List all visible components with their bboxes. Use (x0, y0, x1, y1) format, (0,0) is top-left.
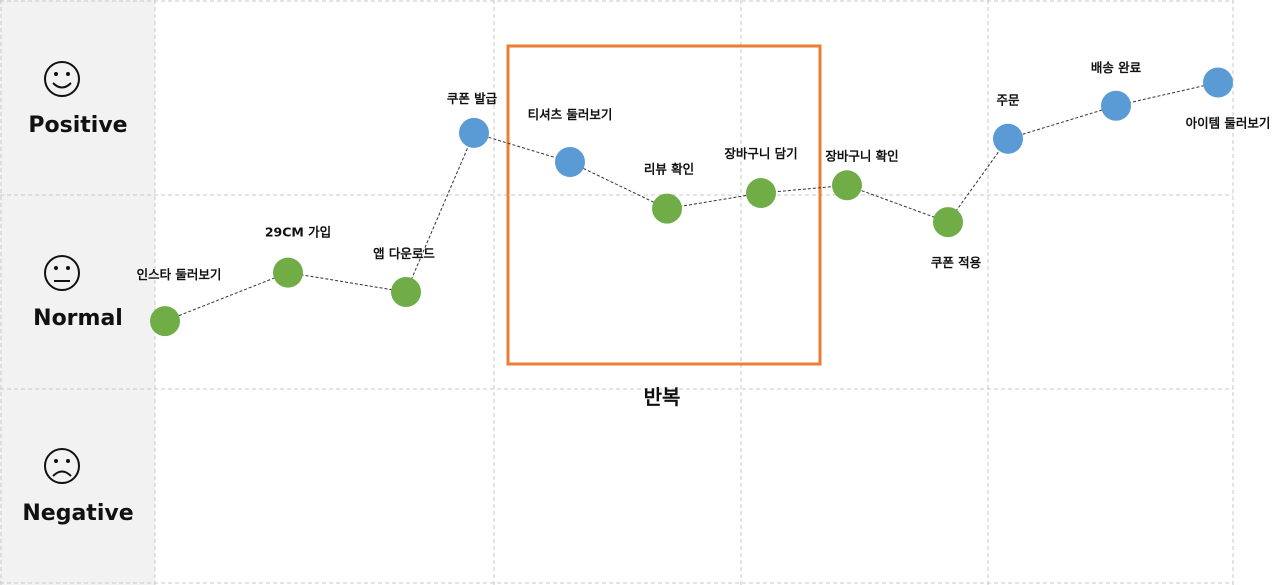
journey-connector-line (164, 81, 1219, 322)
step-label: 티셔츠 둘러보기 (528, 107, 613, 122)
step-label: 리뷰 확인 (644, 162, 694, 177)
step-label: 장바구니 담기 (724, 146, 797, 161)
step-label: 29CM 가입 (265, 225, 331, 240)
grid (0, 0, 1234, 585)
step-label: 배송 완료 (1091, 60, 1142, 75)
row-label-negative: Negative (22, 501, 133, 526)
step-dot (459, 117, 489, 148)
step-label: 앱 다운로드 (373, 246, 435, 261)
neutral-face-icon (44, 255, 80, 291)
emotion-label-column (0, 0, 155, 585)
step-label: 주문 (996, 93, 1020, 108)
journey-path (164, 81, 1219, 322)
sad-face-icon (44, 448, 80, 484)
step-dot (273, 257, 303, 288)
step-dot (652, 193, 682, 224)
step-dot (993, 123, 1023, 154)
happy-face-icon (44, 61, 80, 97)
step-label: 쿠폰 적용 (931, 255, 982, 270)
row-label-normal: Normal (33, 306, 123, 331)
step-dot (150, 306, 180, 337)
step-dot (933, 207, 963, 238)
step-dot (391, 277, 421, 307)
step-dot (1101, 90, 1131, 121)
step-dot (1203, 67, 1233, 98)
row-label-positive: Positive (28, 113, 127, 138)
step-dot (555, 147, 585, 178)
step-dot (746, 178, 776, 209)
loop-label: 반복 (644, 385, 681, 409)
step-label: 장바구니 확인 (825, 148, 898, 163)
step-label: 쿠폰 발급 (447, 91, 498, 106)
step-label: 인스타 둘러보기 (137, 267, 222, 282)
loop-box (506, 44, 822, 366)
step-dot (832, 170, 862, 201)
step-label: 아이템 둘러보기 (1186, 115, 1271, 130)
